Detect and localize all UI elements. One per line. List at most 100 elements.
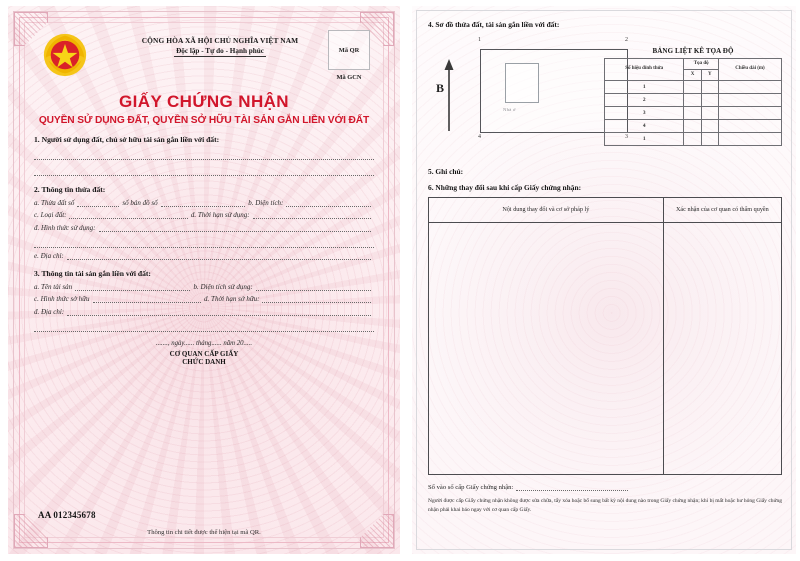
field-row-asset-name: a. Tên tài sản b. Diện tích sử dụng:	[34, 283, 374, 291]
label-use-term: d. Thời hạn sử dụng:	[190, 211, 250, 219]
coord-cell-x[interactable]	[683, 118, 702, 133]
section-1-line-2[interactable]	[34, 167, 374, 176]
corner-label-4: 4	[478, 134, 481, 140]
coordinate-table-wrap: BẢNG LIỆT KÊ TỌA ĐỘ Số hiệu đỉnh thửa Tọ…	[603, 47, 782, 146]
coord-cell-y[interactable]	[700, 92, 720, 107]
book-entry-input[interactable]	[516, 483, 629, 491]
coord-cell-vertex[interactable]: 3	[603, 105, 685, 120]
label-parcel-address: e. Địa chỉ:	[34, 252, 64, 260]
input-map-sheet-number[interactable]	[160, 199, 246, 207]
input-asset-address[interactable]	[67, 308, 371, 316]
issuing-authority-label: CƠ QUAN CẤP GIẤY	[169, 349, 239, 358]
parcel-diagram-area: B Nhà ở 1 2 3 4 BẢNG LIỆT KÊ TỌA ĐỘ Số h…	[428, 35, 782, 163]
certificate-header: CỘNG HÒA XÃ HỘI CHỦ NGHĨA VIỆT NAM Độc l…	[34, 28, 374, 86]
page-border-outer	[13, 11, 395, 549]
coord-cell-y[interactable]	[700, 105, 720, 120]
section-3-heading: 3. Thông tin tài sản gắn liền với đất:	[34, 269, 151, 278]
input-parcel-number[interactable]	[77, 199, 120, 207]
label-asset-area: b. Diện tích sử dụng:	[193, 282, 253, 291]
changes-cell-confirmation[interactable]	[662, 221, 783, 475]
coord-cell-y[interactable]	[700, 79, 720, 94]
changes-cell-content[interactable]	[428, 221, 664, 475]
input-asset-area[interactable]	[255, 283, 372, 291]
national-motto: Độc lập - Tự do - Hạnh phúc	[174, 47, 266, 57]
changes-col-confirmation: Xác nhận của cơ quan có thẩm quyền	[662, 197, 783, 223]
national-title: CỘNG HÒA XÃ HỘI CHỦ NGHĨA VIỆT NAM	[141, 36, 299, 45]
changes-table: Nội dung thay đổi và cơ sở pháp lý Xác n…	[428, 197, 783, 475]
coord-cell-x[interactable]	[683, 131, 702, 146]
building-label: Nhà ở	[503, 107, 516, 112]
certificate-page-back: 4. Sơ đồ thửa đất, tài sản gắn liền với …	[412, 6, 796, 554]
label-ownership-form: c. Hình thức sở hữu	[34, 295, 90, 303]
coord-cell-length[interactable]	[718, 131, 782, 146]
book-entry-row: Số vào sổ cấp Giấy chứng nhận:	[428, 483, 782, 491]
coordinate-table-row[interactable]: 3	[603, 105, 782, 120]
coord-cell-x[interactable]	[683, 105, 702, 120]
coord-cell-length[interactable]	[718, 118, 782, 133]
input-ownership-form[interactable]	[92, 295, 202, 303]
coord-cell-vertex[interactable]: 1	[603, 79, 685, 94]
certificate-serial-number: AA 012345678	[38, 510, 96, 520]
certificate-page-front: CỘNG HÒA XÃ HỘI CHỦ NGHĨA VIỆT NAM Độc l…	[8, 6, 400, 554]
section-1-user-info: 1. Người sử dụng đất, chủ sở hữu tài sản…	[34, 135, 374, 176]
corner-label-1: 1	[478, 37, 481, 43]
coord-cell-vertex[interactable]: 4	[603, 118, 685, 133]
coord-cell-x[interactable]	[683, 79, 702, 94]
input-parcel-address[interactable]	[66, 252, 371, 260]
label-parcel-number: a. Thửa đất số	[34, 198, 75, 207]
north-arrow-icon	[444, 59, 454, 131]
input-use-form[interactable]	[98, 224, 371, 232]
coordinate-table-caption: BẢNG LIỆT KÊ TỌA ĐỘ	[652, 47, 734, 55]
input-use-term[interactable]	[252, 211, 371, 219]
input-asset-name[interactable]	[75, 283, 191, 291]
signature-date-line[interactable]: ......., ngày...... tháng...... năm 20..…	[155, 339, 253, 347]
label-area: b. Diện tích:	[248, 198, 284, 207]
page-border-middle	[19, 17, 389, 543]
coord-cell-length[interactable]	[718, 79, 782, 94]
vietnam-national-emblem-icon	[43, 33, 87, 77]
coord-cell-y[interactable]	[700, 131, 720, 146]
section-1-line-1[interactable]	[34, 151, 374, 160]
qr-code-placeholder: Mã QR	[328, 30, 370, 70]
label-land-type: c. Loại đất:	[34, 211, 67, 219]
coord-cell-x[interactable]	[683, 92, 702, 107]
book-entry-label: Số vào sổ cấp Giấy chứng nhận:	[428, 483, 514, 491]
changes-table-row[interactable]	[428, 221, 783, 475]
section-2-extra-line[interactable]	[34, 239, 374, 248]
section-5-heading: 5. Ghi chú:	[428, 167, 464, 176]
col-header-y: Y	[700, 68, 720, 81]
coord-cell-y[interactable]	[700, 118, 720, 133]
coord-cell-length[interactable]	[718, 92, 782, 107]
coord-cell-length[interactable]	[718, 105, 782, 120]
field-row-parcel-number: a. Thửa đất số số bản đồ số b. Diện tích…	[34, 199, 374, 207]
page2-border	[416, 10, 792, 550]
page-subtitle: QUYỀN SỬ DỤNG ĐẤT, QUYỀN SỞ HỮU TÀI SẢN …	[38, 115, 370, 126]
coordinate-table-row[interactable]: 1	[603, 131, 782, 146]
gcn-code-label: Mã GCN	[336, 74, 362, 81]
coord-cell-vertex[interactable]: 2	[603, 92, 685, 107]
field-row-asset-address: đ. Địa chỉ:	[34, 308, 374, 316]
input-land-type[interactable]	[69, 211, 188, 219]
section-4-heading: 4. Sơ đồ thửa đất, tài sản gắn liền với …	[428, 20, 560, 29]
coordinate-table-row[interactable]: 2	[603, 92, 782, 107]
input-area[interactable]	[286, 199, 371, 207]
coord-cell-vertex[interactable]: 1	[603, 131, 685, 146]
signer-role-label: CHỨC DANH	[182, 357, 226, 366]
label-asset-name: a. Tên tài sản	[34, 282, 73, 291]
coordinate-table-row[interactable]: 4	[603, 118, 782, 133]
field-row-ownership-form: c. Hình thức sở hữu d. Thời hạn sở hữu:	[34, 295, 374, 303]
section-3-asset-info: 3. Thông tin tài sản gắn liền với đất: a…	[34, 269, 374, 332]
corner-label-2: 2	[625, 37, 628, 43]
section-6-heading: 6. Những thay đổi sau khi cấp Giấy chứng…	[428, 183, 582, 192]
coordinate-table-row[interactable]: 1	[603, 79, 782, 94]
col-header-coordinates: Tọa độ	[683, 58, 719, 70]
section-3-extra-line[interactable]	[34, 323, 374, 332]
qr-footer-note: Thông tin chi tiết được thể hiện tại mã …	[147, 529, 261, 536]
section-2-parcel-info: 2. Thông tin thửa đất: a. Thửa đất số số…	[34, 185, 374, 260]
label-ownership-term: d. Thời hạn sở hữu:	[204, 295, 260, 303]
input-ownership-term[interactable]	[262, 295, 372, 303]
col-header-length: Chiều dài (m)	[718, 58, 782, 81]
north-label: B	[436, 81, 445, 95]
field-row-land-type: c. Loại đất: d. Thời hạn sử dụng:	[34, 211, 374, 219]
